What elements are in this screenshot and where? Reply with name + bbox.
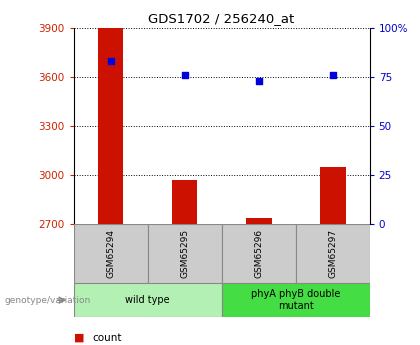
Bar bbox=[320, 167, 346, 224]
Text: wild type: wild type bbox=[125, 295, 170, 305]
Text: genotype/variation: genotype/variation bbox=[4, 296, 90, 305]
Text: ■: ■ bbox=[74, 333, 84, 343]
Bar bbox=[74, 283, 222, 317]
Point bbox=[329, 72, 336, 78]
Point bbox=[107, 58, 114, 64]
Text: GSM65294: GSM65294 bbox=[106, 229, 115, 278]
Bar bbox=[172, 180, 197, 224]
Bar bbox=[147, 224, 222, 283]
Text: count: count bbox=[92, 333, 122, 343]
Bar bbox=[222, 283, 370, 317]
Bar bbox=[296, 224, 370, 283]
Text: GSM65295: GSM65295 bbox=[180, 229, 189, 278]
Bar bbox=[74, 224, 147, 283]
Bar bbox=[222, 224, 296, 283]
Title: GDS1702 / 256240_at: GDS1702 / 256240_at bbox=[148, 12, 295, 25]
Bar bbox=[246, 218, 271, 224]
Text: GSM65296: GSM65296 bbox=[254, 229, 263, 278]
Point bbox=[255, 78, 262, 83]
Point bbox=[181, 72, 188, 78]
Text: GSM65297: GSM65297 bbox=[328, 229, 337, 278]
Text: phyA phyB double
mutant: phyA phyB double mutant bbox=[251, 289, 340, 311]
Bar bbox=[97, 28, 123, 224]
